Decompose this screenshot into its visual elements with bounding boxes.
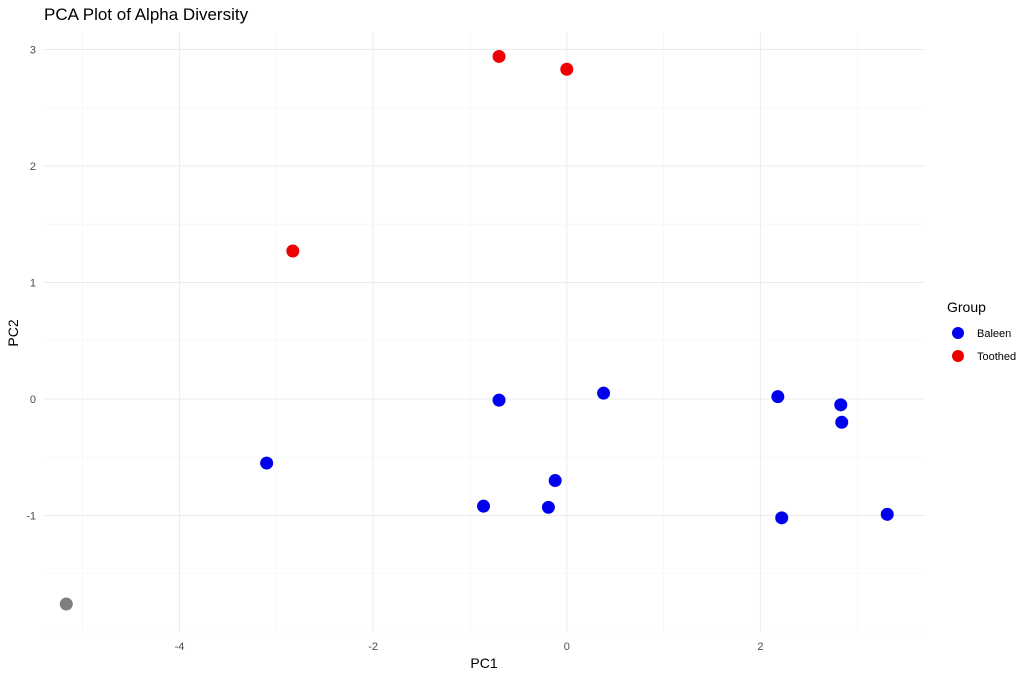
data-point	[59, 597, 73, 611]
legend-title: Group	[947, 299, 986, 315]
y-tick-label: -1	[26, 510, 36, 522]
data-point	[492, 393, 506, 407]
x-tick-label: 2	[757, 641, 763, 653]
legend-swatch-toothed	[952, 350, 964, 362]
data-point	[560, 62, 574, 76]
x-axis-ticks: -4 -2 0 2	[175, 641, 764, 653]
legend-swatch-baleen	[952, 327, 964, 339]
data-point	[477, 499, 491, 513]
data-point	[597, 386, 611, 400]
y-tick-label: 3	[30, 44, 36, 56]
data-point	[286, 244, 300, 258]
legend: Group Baleen Toothed	[947, 299, 1016, 363]
y-axis-title: PC2	[5, 319, 21, 346]
data-point	[541, 500, 555, 514]
legend-label-toothed: Toothed	[977, 351, 1016, 363]
data-point	[548, 474, 562, 488]
y-tick-label: 1	[30, 277, 36, 289]
data-point	[775, 511, 789, 525]
data-point	[492, 49, 506, 63]
data-point	[260, 456, 274, 470]
legend-label-baleen: Baleen	[977, 328, 1011, 340]
data-point	[834, 398, 848, 412]
data-points	[59, 49, 894, 611]
data-point	[835, 415, 849, 429]
data-point	[880, 507, 894, 521]
x-tick-label: -2	[368, 641, 378, 653]
chart-title: PCA Plot of Alpha Diversity	[44, 5, 249, 24]
y-axis-ticks: -1 0 1 2 3	[26, 44, 36, 522]
x-tick-label: -4	[175, 641, 185, 653]
y-tick-label: 2	[30, 161, 36, 173]
y-tick-label: 0	[30, 394, 36, 406]
x-tick-label: 0	[564, 641, 570, 653]
x-axis-title: PC1	[470, 655, 497, 671]
grid	[44, 32, 925, 633]
data-point	[771, 390, 785, 404]
